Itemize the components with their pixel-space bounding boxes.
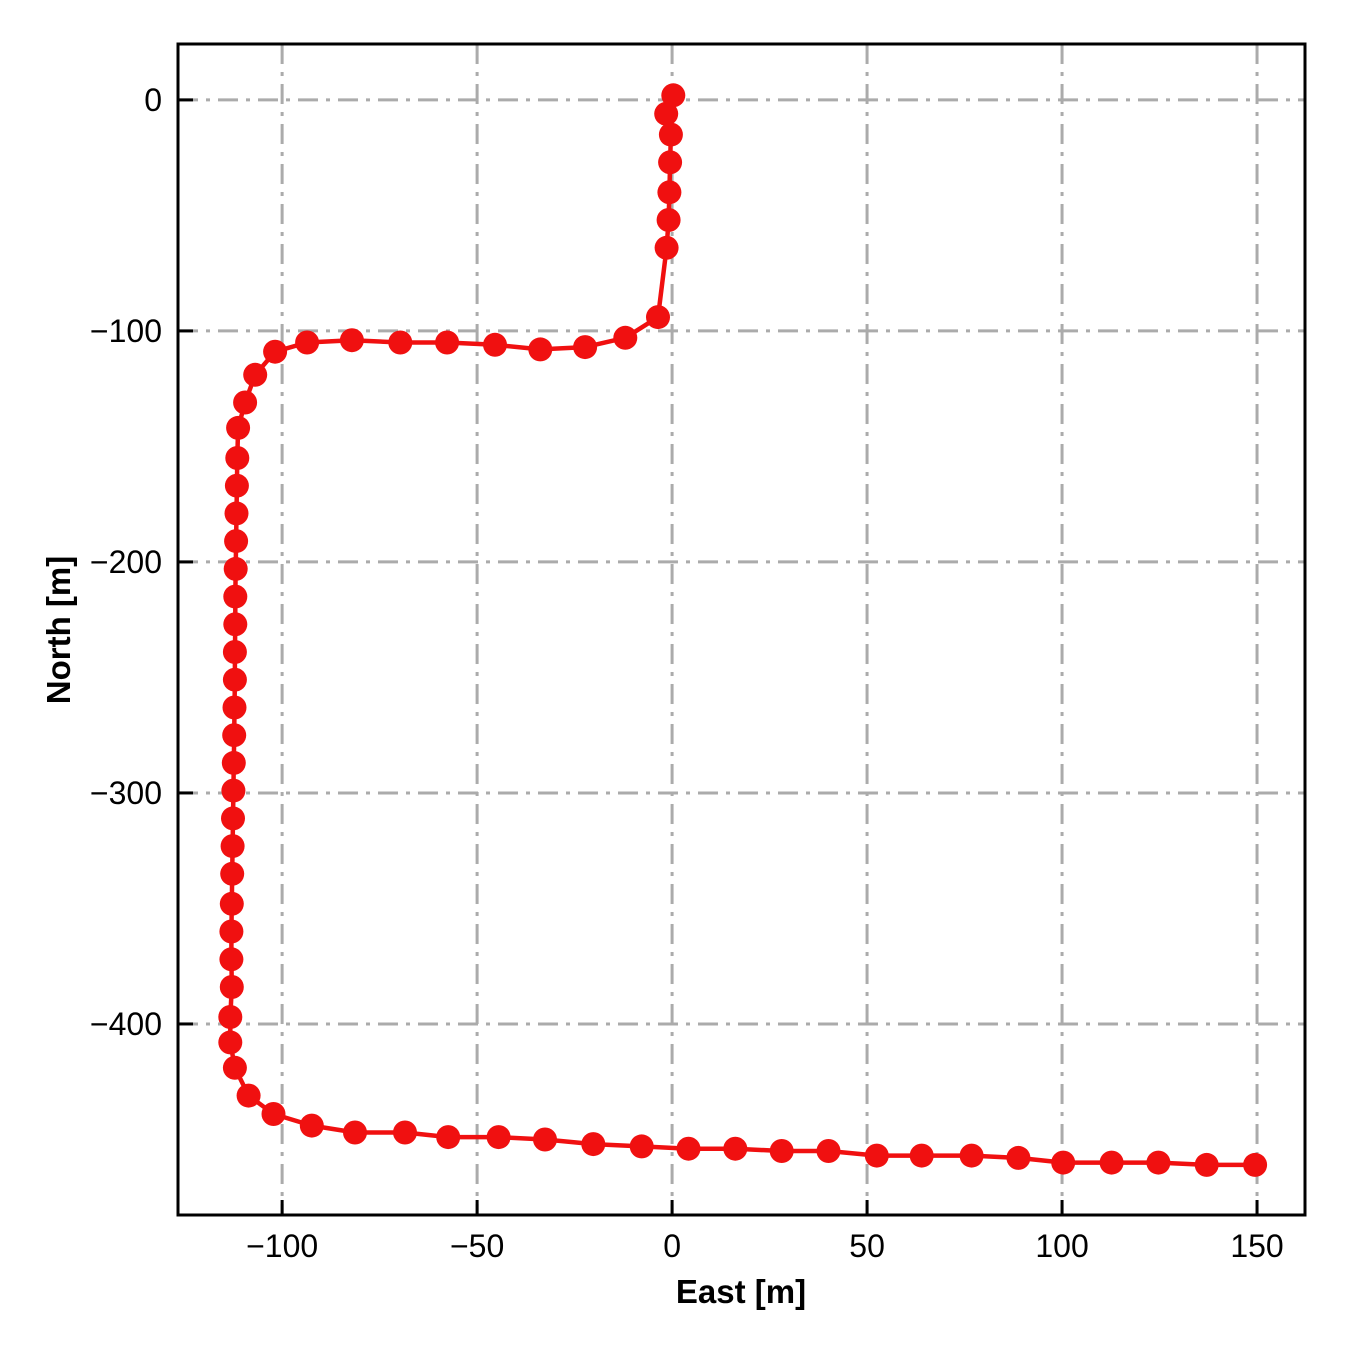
data-point — [656, 208, 681, 232]
data-point — [223, 612, 248, 637]
data-point — [393, 1120, 417, 1145]
data-point — [221, 806, 245, 831]
x-tick-label: 150 — [1230, 1228, 1283, 1264]
data-point — [581, 1132, 606, 1157]
y-axis-label: North [m] — [40, 556, 77, 704]
data-point — [263, 339, 288, 364]
data-point — [223, 584, 248, 609]
x-tick-label: −100 — [246, 1228, 318, 1264]
data-point — [220, 861, 245, 886]
data-point — [226, 415, 251, 440]
data-point — [224, 473, 249, 498]
data-point — [528, 337, 553, 362]
data-point — [218, 1005, 243, 1029]
data-point — [646, 305, 670, 330]
plot-border — [176, 42, 1307, 1217]
data-point — [483, 332, 507, 357]
data-point — [486, 1125, 511, 1150]
data-point — [218, 1030, 243, 1055]
data-point — [222, 1055, 247, 1080]
data-point — [1243, 1152, 1268, 1177]
data-point — [864, 1143, 889, 1168]
data-point — [224, 529, 249, 554]
y-tick-label: −100 — [90, 313, 162, 349]
axes-frame — [176, 42, 1307, 1217]
data-point — [233, 390, 258, 415]
data-point — [658, 122, 683, 147]
data-point — [658, 150, 683, 175]
data-point — [909, 1143, 934, 1168]
x-tick-label: 100 — [1035, 1228, 1088, 1264]
data-point — [629, 1134, 654, 1159]
data-point — [661, 83, 686, 108]
data-point — [388, 330, 413, 355]
data-point — [220, 834, 245, 859]
data-point — [436, 1125, 461, 1150]
data-point — [723, 1136, 748, 1161]
data-point — [339, 328, 364, 353]
data-point — [222, 695, 247, 720]
data-point — [533, 1127, 557, 1152]
trajectory-line — [228, 93, 1258, 1168]
data-point — [1051, 1150, 1076, 1175]
data-point — [435, 330, 460, 355]
data-point — [219, 891, 244, 916]
data-point — [959, 1143, 984, 1168]
data-point — [221, 778, 246, 803]
x-tick-label: −50 — [450, 1228, 504, 1264]
data-point — [219, 975, 244, 999]
y-tick-label: −200 — [90, 544, 162, 580]
data-point — [654, 235, 679, 260]
data-point — [261, 1102, 286, 1126]
data-point — [222, 667, 247, 692]
y-tick-label: −400 — [90, 1006, 162, 1042]
data-point — [676, 1136, 701, 1161]
data-point — [573, 335, 598, 360]
data-point — [236, 1083, 261, 1108]
data-point — [221, 750, 246, 775]
data-point — [243, 362, 268, 387]
data-point — [299, 1113, 324, 1138]
data-point — [219, 919, 244, 944]
x-axis-label: East [m] — [676, 1273, 806, 1310]
data-point — [224, 501, 249, 526]
tick-labels: −100 −50 0 50 100 150 0 −100 −200 −300 −400 — [90, 82, 1284, 1264]
data-point — [1006, 1145, 1031, 1170]
data-point — [343, 1120, 367, 1145]
x-tick-label: 50 — [849, 1228, 885, 1264]
data-point — [613, 325, 638, 350]
y-tick-label: −300 — [90, 775, 162, 811]
data-point — [769, 1139, 794, 1163]
data-point — [1194, 1152, 1219, 1177]
data-point — [295, 330, 320, 355]
grid-layer — [178, 44, 1305, 1215]
data-point — [654, 101, 679, 126]
data-point — [1099, 1150, 1124, 1175]
trajectory-series — [218, 83, 1268, 1177]
data-point — [223, 556, 248, 581]
data-point — [1146, 1150, 1171, 1175]
x-tick-label: 0 — [663, 1228, 681, 1264]
y-tick-label: 0 — [144, 82, 162, 118]
data-point — [657, 180, 682, 205]
data-point — [219, 947, 244, 972]
data-point — [222, 640, 247, 664]
data-point — [225, 446, 250, 470]
data-point — [222, 723, 247, 748]
data-point — [816, 1139, 841, 1163]
